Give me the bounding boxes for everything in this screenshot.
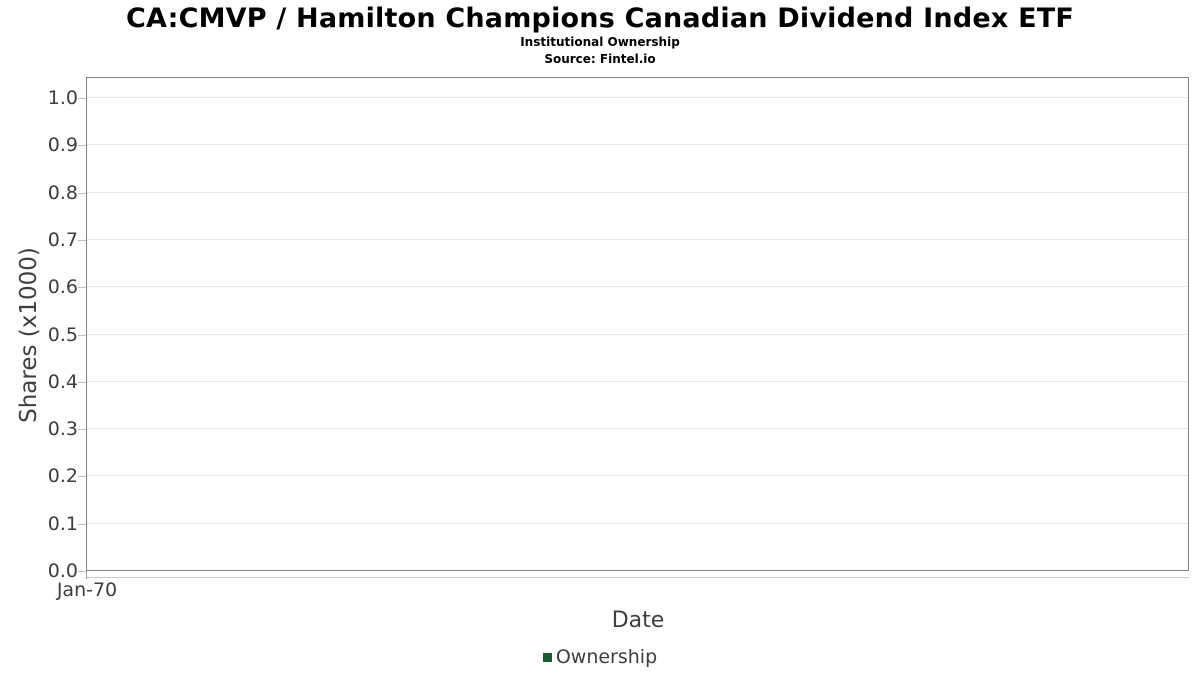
legend-marker-icon [542, 652, 552, 662]
y-tick-label: 0.6 [47, 276, 78, 299]
y-tick-label: 0.2 [47, 465, 78, 488]
y-tick-label: 0.1 [47, 512, 78, 535]
legend: Ownership [0, 643, 1200, 671]
y-tick-mark [78, 192, 86, 194]
gridline [87, 238, 1188, 240]
y-tick-mark [78, 145, 86, 147]
gridline [87, 380, 1188, 382]
y-tick-label: 0.7 [47, 228, 78, 251]
y-tick-mark [78, 334, 86, 336]
plot-area [86, 77, 1189, 571]
gridline [87, 475, 1188, 477]
y-tick-mark [78, 287, 86, 289]
chart-subtitle: Institutional Ownership [520, 35, 680, 49]
y-tick-mark [78, 381, 86, 383]
y-tick-mark [78, 98, 86, 99]
x-tick-label: Jan-70 [56, 579, 118, 601]
y-tick-mark [78, 429, 86, 431]
y-tick-label: 0.4 [47, 370, 78, 393]
legend-item-ownership[interactable]: Ownership [542, 646, 658, 668]
gridline [87, 144, 1188, 146]
legend-item-label: Ownership [555, 646, 658, 668]
y-tick-label: 0.3 [47, 418, 78, 441]
y-tick-label: 0.8 [47, 181, 78, 204]
y-tick-mark [78, 571, 86, 572]
y-tick-mark [78, 239, 86, 241]
x-axis-line [86, 577, 1189, 578]
gridline [87, 97, 1188, 98]
y-tick-label: 0.5 [47, 323, 78, 346]
y-tick-label: 0.0 [47, 560, 78, 582]
gridline [87, 191, 1188, 193]
x-axis-tick-mark [86, 571, 87, 579]
y-tick-mark [78, 476, 86, 478]
gridline [87, 522, 1188, 524]
x-axis-title: Date [611, 608, 665, 633]
gridline [87, 333, 1188, 335]
gridline [87, 286, 1188, 288]
y-tick-mark [78, 523, 86, 525]
y-tick-label: 1.0 [47, 87, 78, 109]
chart-source-label: Source: Fintel.io [544, 52, 656, 66]
gridline [87, 428, 1188, 430]
chart-title: CA:CMVP / Hamilton Champions Canadian Di… [125, 3, 1075, 34]
y-tick-label: 0.9 [47, 134, 78, 157]
